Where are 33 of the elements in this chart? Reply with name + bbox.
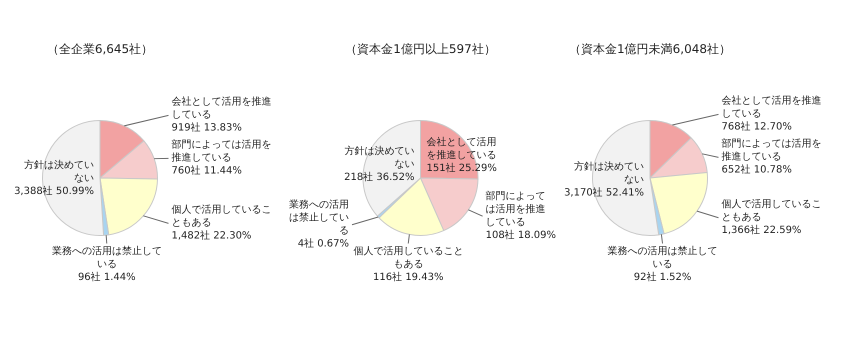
data-label: 3,170社 52.41% [564, 186, 644, 198]
slice-label: 部門によっては活用を推進している [172, 138, 272, 164]
chart-title: （資本金1億円未満6,048社） [569, 42, 731, 56]
data-label: 218社 36.52% [344, 171, 414, 184]
chart-title: （資本金1億円以上597社） [345, 42, 496, 56]
slice-label: 部門によっては活用を推進している [722, 138, 822, 163]
slice-label: 業務への活用は禁止している [52, 245, 162, 270]
slice-label: 会社として活用を推進している [722, 94, 822, 120]
slice-label: 個人で活用していることもある [353, 245, 464, 270]
chart-title: （全企業6,645社） [46, 42, 154, 56]
data-label: 768社 12.70% [722, 120, 792, 133]
data-label: 116社 19.43% [373, 271, 444, 284]
slice-label: 方針は決めていない [574, 160, 644, 186]
slice-label: 個人で活用していることもある [172, 203, 272, 228]
data-label: 1,482社 22.30% [172, 229, 252, 242]
slice-label: 個人で活用していることもある [722, 198, 822, 223]
data-label: 4社 0.67% [298, 237, 349, 250]
data-label: 151社 25.29% [426, 162, 497, 174]
slice-label: 業務への活用は禁止している [608, 245, 718, 270]
data-label: 760社 11.44% [172, 164, 242, 177]
slice-label: 会社として活用を推進している [426, 136, 496, 161]
data-label: 92社 1.52% [634, 271, 692, 284]
data-label: 3,388社 50.99% [14, 185, 94, 198]
data-label: 96社 1.44% [78, 271, 136, 284]
slice-label: 方針は決めていない [344, 145, 414, 170]
data-label: 108社 18.09% [486, 228, 556, 241]
slice-label: 業務への活用は禁止している [289, 198, 349, 236]
data-label: 919社 13.83% [172, 122, 242, 134]
data-label: 652社 10.78% [722, 164, 792, 176]
data-label: 1,366社 22.59% [722, 224, 802, 236]
slice-label: 部門によっては活用を推進している [486, 190, 546, 228]
slice-label: 会社として活用を推進している [172, 96, 272, 121]
slice-label: 方針は決めていない [24, 159, 94, 184]
